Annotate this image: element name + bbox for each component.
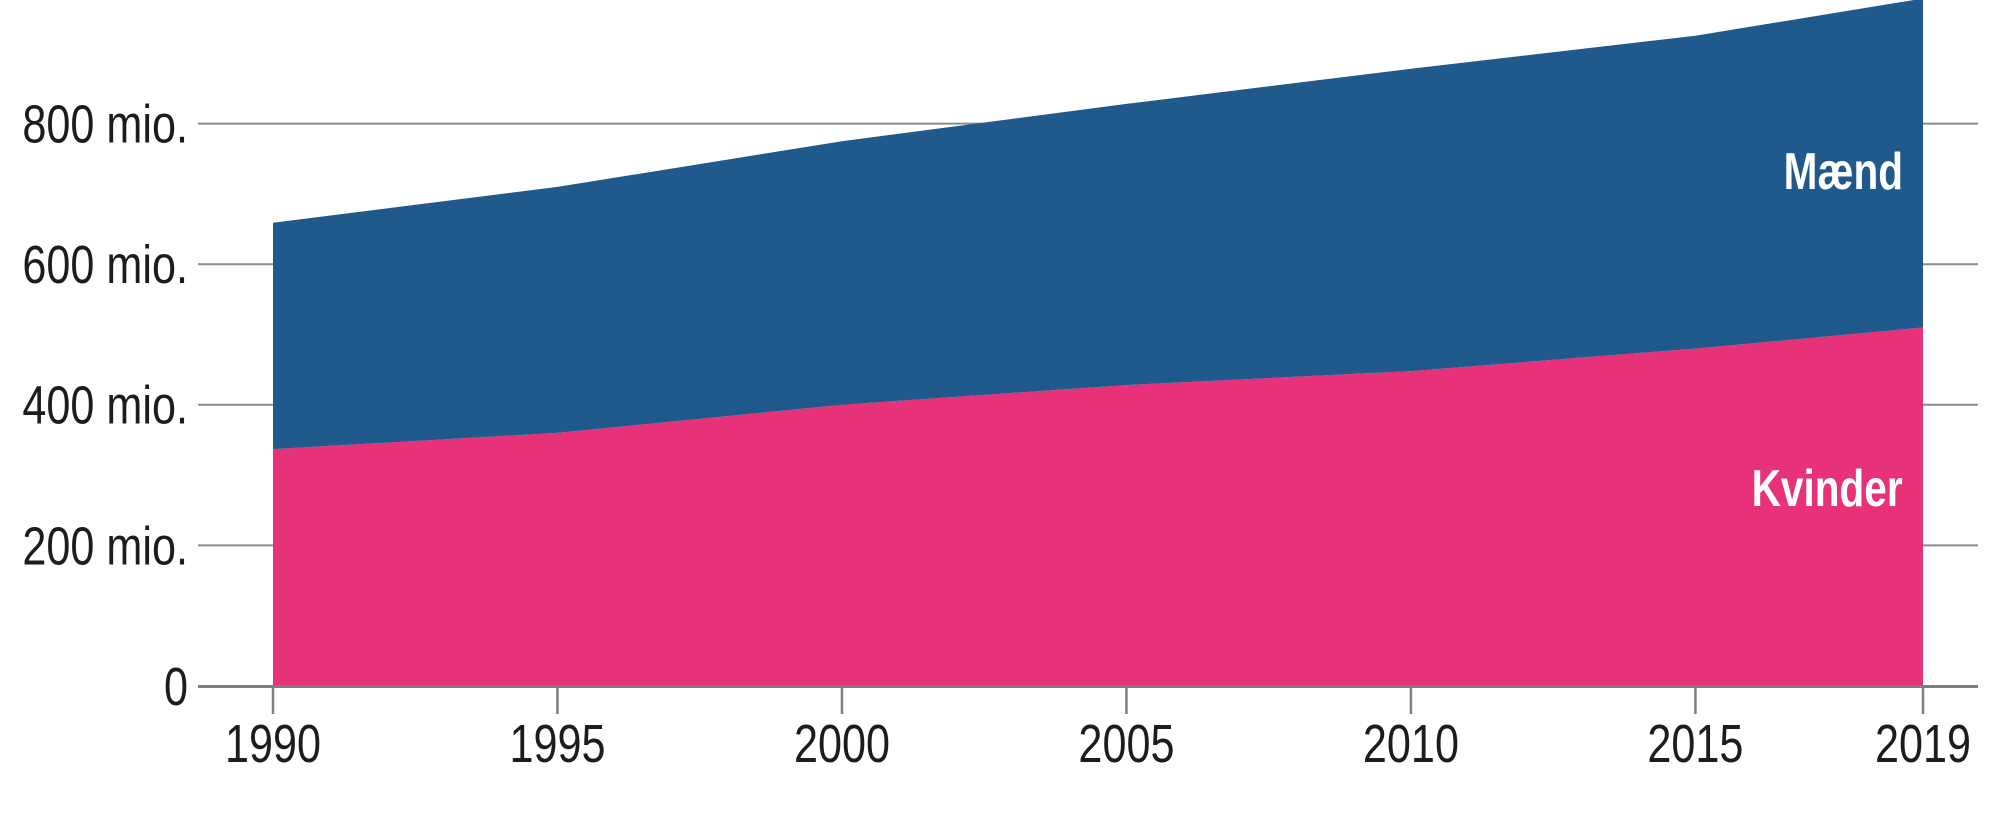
x-axis-tick-label-2005: 2005 — [1078, 715, 1174, 775]
y-axis-tick-label-400: 400 mio. — [22, 376, 188, 436]
y-axis-tick-label-0: 0 — [164, 657, 188, 717]
x-axis-tick-label-2010: 2010 — [1363, 715, 1459, 775]
x-axis-tick-label-1990: 1990 — [225, 715, 321, 775]
y-axis-tick-label-800: 800 mio. — [22, 95, 188, 155]
x-axis-tick-label-2015: 2015 — [1647, 715, 1743, 775]
x-axis-tick-label-2019: 2019 — [1875, 715, 1971, 775]
y-axis-tick-label-600: 600 mio. — [22, 236, 188, 296]
area-kvinder — [273, 327, 1923, 687]
area-maend — [273, 0, 1923, 450]
x-axis-tick-label-1995: 1995 — [509, 715, 605, 775]
x-axis-tick-label-2000: 2000 — [794, 715, 890, 775]
series-label-kvinder: Kvinder — [1751, 460, 1903, 518]
y-axis-tick-label-200: 200 mio. — [22, 517, 188, 577]
series-label-maend: Mænd — [1783, 143, 1903, 201]
